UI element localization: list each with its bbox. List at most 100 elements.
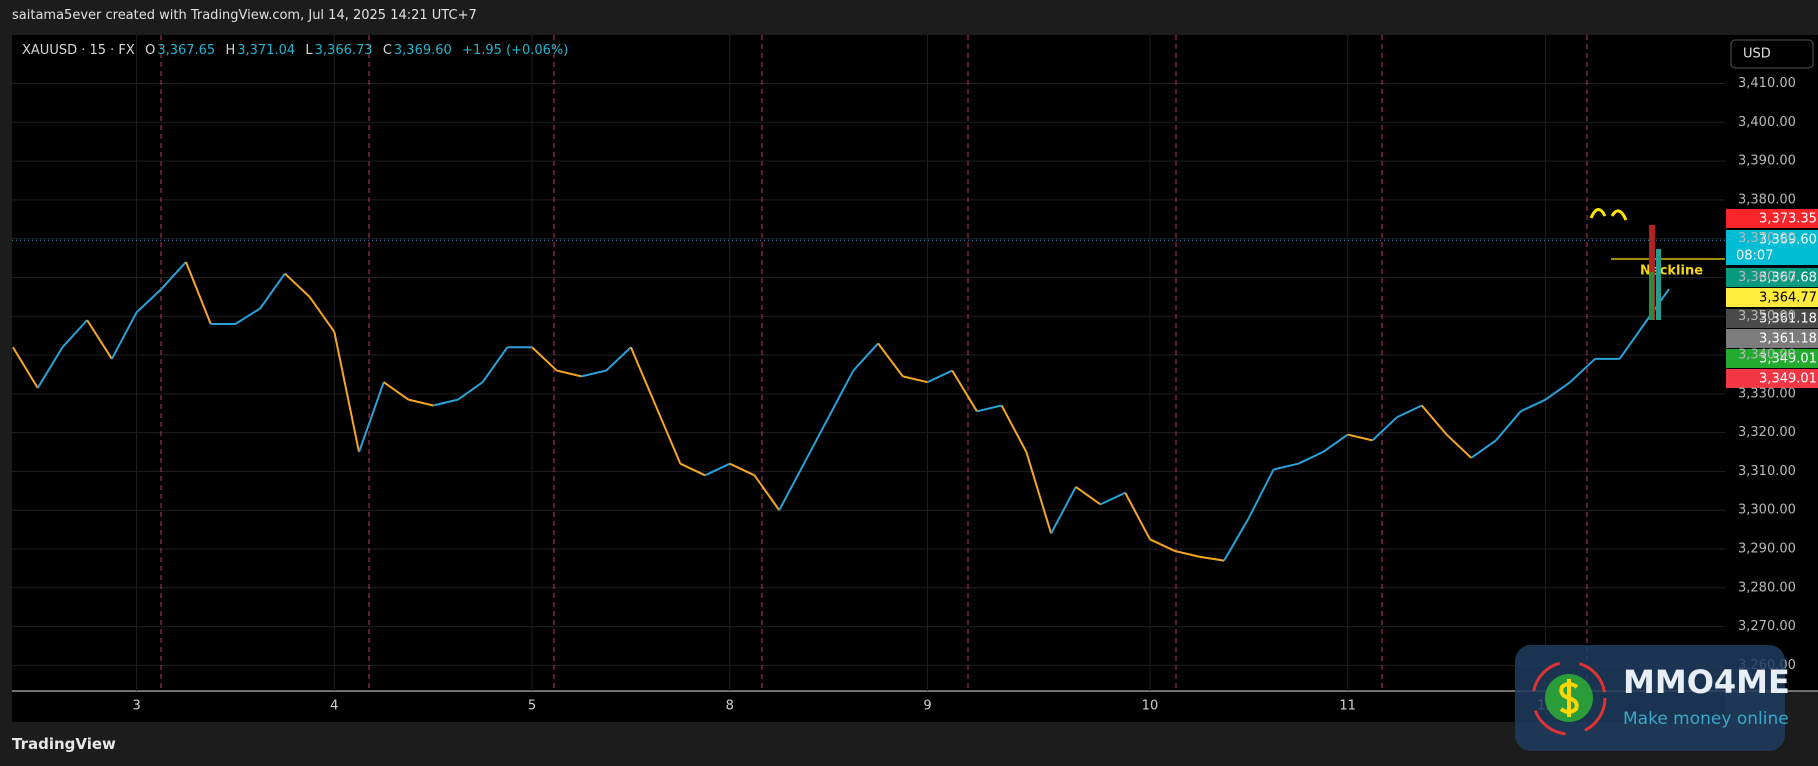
price-segment bbox=[1544, 381, 1571, 401]
price-segment bbox=[951, 370, 978, 412]
price-segment bbox=[284, 272, 311, 298]
price-segment bbox=[1199, 555, 1225, 562]
price-segment bbox=[1520, 398, 1546, 413]
price-segment bbox=[902, 375, 928, 384]
price-segment bbox=[185, 261, 212, 325]
x-tick-label: 9 bbox=[923, 699, 931, 714]
price-label: 3,349.01 bbox=[1759, 372, 1817, 387]
y-tick-label: 3,410.00 bbox=[1738, 76, 1796, 91]
x-tick-label: 10 bbox=[1142, 699, 1159, 714]
price-segment bbox=[852, 342, 879, 372]
price-segment bbox=[135, 288, 162, 314]
price-segment bbox=[36, 346, 64, 389]
y-tick-label: 3,270.00 bbox=[1738, 619, 1796, 634]
price-label-box bbox=[1726, 288, 1818, 307]
position-tool bbox=[1649, 225, 1661, 320]
price-segment bbox=[704, 462, 731, 477]
y-tick-label: 3,320.00 bbox=[1738, 425, 1796, 440]
price-segment bbox=[1470, 439, 1497, 459]
x-tick-label: 5 bbox=[528, 699, 536, 714]
close: 3,369.60 bbox=[393, 43, 452, 58]
x-tick-label: 3 bbox=[132, 699, 140, 714]
watermark-icon bbox=[1531, 660, 1607, 736]
watermark: MMO4ME Make money online bbox=[1515, 645, 1790, 751]
price-segment bbox=[457, 381, 484, 401]
price-segment bbox=[1297, 451, 1324, 465]
icon-dollar bbox=[1559, 679, 1579, 717]
price-segment bbox=[61, 319, 88, 348]
price-segment bbox=[827, 370, 855, 418]
price-label: 3,361.18 bbox=[1759, 312, 1817, 327]
price-segment bbox=[803, 416, 830, 465]
symbol: XAUUSD · 15 · FX bbox=[22, 43, 135, 58]
price-segment bbox=[1075, 486, 1102, 506]
price-segment bbox=[1223, 517, 1250, 562]
time-axis bbox=[12, 692, 1725, 722]
footer-logo: TradingView bbox=[12, 735, 116, 753]
close-label: C bbox=[382, 43, 392, 58]
price-segment bbox=[1124, 492, 1151, 540]
price-segment bbox=[1174, 549, 1200, 558]
y-tick-label: 3,340.00 bbox=[1738, 348, 1796, 363]
open: 3,367.65 bbox=[157, 43, 216, 58]
grid bbox=[12, 35, 1725, 691]
price-label-box bbox=[1726, 329, 1818, 348]
y-tick-label: 3,310.00 bbox=[1738, 464, 1796, 479]
price-segment bbox=[1000, 405, 1028, 453]
pattern-mark bbox=[1589, 208, 1628, 221]
price-segment bbox=[753, 474, 781, 511]
price-label-box bbox=[1726, 369, 1818, 388]
price-segment bbox=[1025, 451, 1053, 534]
price-label: 3,367.68 bbox=[1759, 271, 1817, 286]
price-segment bbox=[86, 319, 113, 360]
price-label-box bbox=[1726, 209, 1818, 228]
price-segment bbox=[581, 369, 607, 378]
y-tick-label: 3,300.00 bbox=[1738, 503, 1796, 518]
high: 3,371.04 bbox=[237, 43, 296, 58]
price-segment bbox=[877, 342, 904, 377]
price-segment bbox=[729, 462, 755, 477]
entry-bar bbox=[1656, 249, 1661, 320]
price-segment bbox=[976, 404, 1002, 413]
currency: USD bbox=[1743, 47, 1771, 62]
x-tick-label: 4 bbox=[330, 699, 338, 714]
price-segment bbox=[408, 398, 434, 407]
logo-text: TradingView bbox=[12, 735, 116, 753]
price-segment bbox=[1347, 433, 1373, 442]
price-label-box bbox=[1726, 268, 1818, 287]
plot-background bbox=[12, 35, 1725, 691]
y-tick-label: 3,280.00 bbox=[1738, 580, 1796, 595]
y-tick-label: 3,390.00 bbox=[1738, 154, 1796, 169]
price-segment bbox=[1273, 462, 1299, 471]
price-segment bbox=[110, 311, 138, 360]
price-segment bbox=[1569, 358, 1596, 383]
price-label-box bbox=[1726, 230, 1818, 265]
low: 3,366.73 bbox=[314, 43, 373, 58]
price-segment bbox=[308, 296, 336, 333]
y-tick-label: 3,350.00 bbox=[1738, 309, 1796, 324]
price-segment bbox=[12, 346, 39, 389]
reward-bar bbox=[1649, 272, 1654, 320]
price-segment bbox=[1247, 469, 1275, 519]
watermark-title: MMO4ME bbox=[1623, 663, 1790, 701]
price-segment bbox=[1445, 433, 1472, 459]
price-label: 3,349.01 bbox=[1759, 352, 1817, 367]
change: +1.95 (+0.06%) bbox=[462, 43, 569, 58]
neckline-label: Neckline bbox=[1640, 263, 1703, 278]
legend: XAUUSD · 15 · FX O 3,367.65 H 3,371.04 L 3,… bbox=[22, 43, 570, 58]
price-label-box bbox=[1726, 309, 1818, 328]
price-segment bbox=[556, 369, 582, 378]
price-segment bbox=[1371, 416, 1398, 442]
y-tick-label: 3,370.00 bbox=[1738, 231, 1796, 246]
high-label: H bbox=[225, 43, 236, 58]
price-segment bbox=[160, 261, 187, 290]
header: saitama5ever created with TradingView.co… bbox=[12, 8, 477, 23]
price-segment bbox=[1149, 538, 1176, 552]
price-label: 3,369.60 bbox=[1759, 233, 1817, 248]
price-segment bbox=[1100, 491, 1126, 506]
low-label: L bbox=[305, 43, 313, 58]
price-segment bbox=[605, 346, 632, 372]
price-segment bbox=[654, 405, 682, 465]
price-segment bbox=[1495, 410, 1522, 442]
